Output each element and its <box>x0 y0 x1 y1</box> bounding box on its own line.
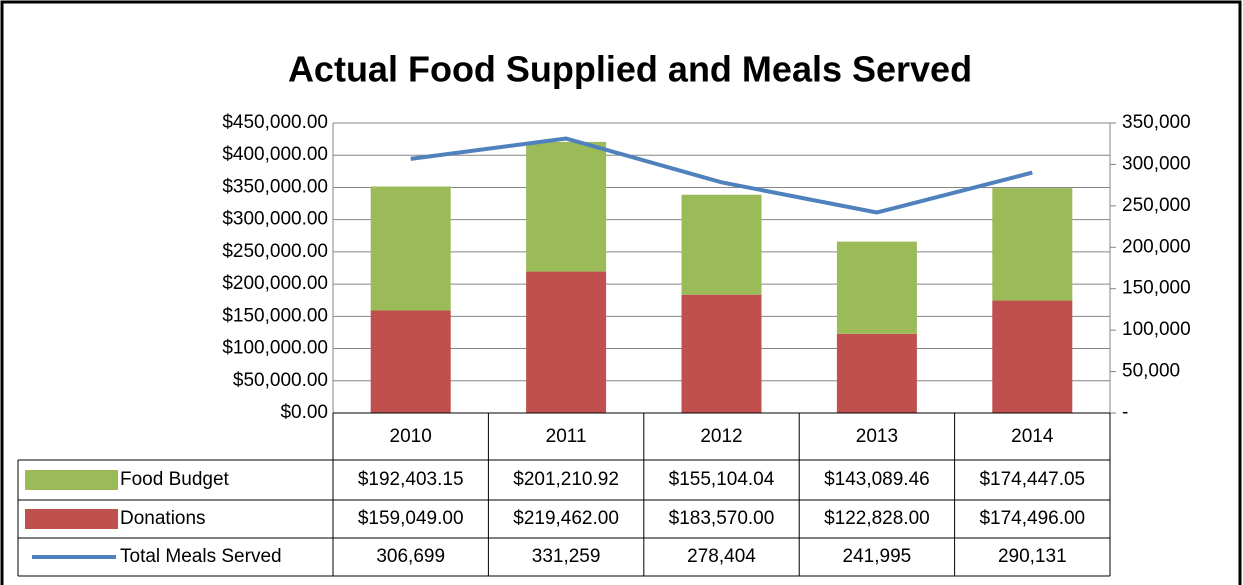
legend-key <box>25 470 118 490</box>
x-tick-label: 2013 <box>856 426 898 447</box>
y-tick-label: $350,000.00 <box>222 176 328 197</box>
y-tick-label: $300,000.00 <box>222 209 328 230</box>
chart-title: Actual Food Supplied and Meals Served <box>288 49 972 90</box>
x-tick-label: 2012 <box>700 426 742 447</box>
table-cell: $183,570.00 <box>669 508 775 529</box>
bar <box>370 186 451 311</box>
y2-tick-label: 300,000 <box>1122 153 1191 174</box>
table-cell: $174,447.05 <box>979 469 1085 490</box>
y2-tick-label: - <box>1122 402 1128 423</box>
table-cell: $122,828.00 <box>824 508 930 529</box>
y2-tick-label: 350,000 <box>1122 112 1191 133</box>
y-tick-label: $150,000.00 <box>222 305 328 326</box>
bar <box>681 194 762 295</box>
x-tick-label: 2014 <box>1011 426 1054 447</box>
table-cell: $155,104.04 <box>669 469 775 490</box>
table-cell: $201,210.92 <box>513 469 619 490</box>
legend-label: Total Meals Served <box>120 546 282 567</box>
table-cell: $219,462.00 <box>513 508 619 529</box>
y-tick-label: $450,000.00 <box>222 112 328 133</box>
table-cell: $192,403.15 <box>358 469 464 490</box>
bar <box>992 188 1073 301</box>
bar <box>836 333 917 413</box>
y-tick-label: $400,000.00 <box>222 144 328 165</box>
table-cell: 278,404 <box>687 546 756 567</box>
table-cell: $143,089.46 <box>824 469 930 490</box>
y2-tick-label: 200,000 <box>1122 236 1191 257</box>
table-cell: 331,259 <box>532 546 601 567</box>
y-tick-label: $250,000.00 <box>222 241 328 262</box>
y-tick-label: $0.00 <box>280 402 328 423</box>
y2-tick-label: 150,000 <box>1122 278 1191 299</box>
y-tick-label: $100,000.00 <box>222 338 328 359</box>
table-cell: $159,049.00 <box>358 508 464 529</box>
y2-tick-label: 100,000 <box>1122 319 1191 340</box>
y2-tick-label: 250,000 <box>1122 195 1191 216</box>
x-tick-label: 2010 <box>390 426 432 447</box>
bar <box>836 241 917 334</box>
table-cell: 290,131 <box>998 546 1067 567</box>
y-tick-label: $200,000.00 <box>222 273 328 294</box>
line-series <box>410 136 1033 215</box>
legend-label: Food Budget <box>120 469 230 490</box>
legend-label: Donations <box>120 508 206 529</box>
table-cell: $174,496.00 <box>979 508 1085 529</box>
bar <box>526 141 607 272</box>
x-tick-label: 2011 <box>546 426 587 447</box>
table-cell: 306,699 <box>376 546 445 567</box>
bar <box>370 310 451 413</box>
table-cell: 241,995 <box>843 546 912 567</box>
y2-tick-label: 50,000 <box>1122 361 1180 382</box>
y-tick-label: $50,000.00 <box>233 370 328 391</box>
bar <box>681 294 762 413</box>
bar <box>526 271 607 413</box>
legend-key <box>25 509 118 529</box>
bar <box>992 300 1073 413</box>
